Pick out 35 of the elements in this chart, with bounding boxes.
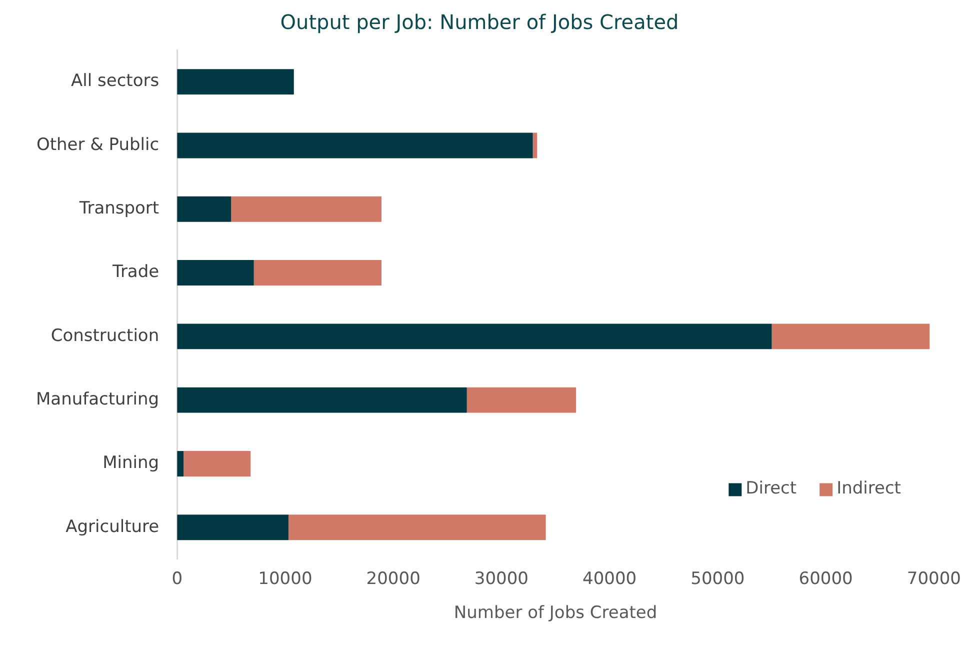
bar bbox=[177, 514, 288, 540]
y-tick-label: Mining bbox=[102, 453, 160, 474]
bar bbox=[177, 450, 184, 476]
x-tick-label: 30000 bbox=[474, 568, 529, 589]
bar bbox=[288, 514, 546, 540]
x-tick-label: 0 bbox=[172, 568, 183, 589]
legend-label: Indirect bbox=[836, 478, 902, 499]
x-tick-label: 10000 bbox=[258, 568, 312, 589]
bar bbox=[177, 69, 294, 95]
bar bbox=[466, 387, 576, 413]
y-tick-label: Manufacturing bbox=[36, 389, 160, 410]
x-axis-title: Number of Jobs Created bbox=[454, 603, 658, 624]
x-tick-label: 40000 bbox=[582, 568, 637, 589]
y-tick-label: Construction bbox=[50, 326, 160, 346]
bar bbox=[177, 196, 232, 222]
y-tick-label: All sectors bbox=[71, 71, 160, 92]
bar bbox=[772, 324, 930, 350]
y-tick-label: Agriculture bbox=[66, 516, 160, 537]
x-tick-label: 60000 bbox=[798, 568, 853, 589]
x-tick-label: 50000 bbox=[690, 568, 745, 589]
bar bbox=[177, 260, 254, 286]
bar bbox=[177, 324, 772, 350]
y-tick-label: Transport bbox=[78, 198, 160, 219]
y-tick-label: Trade bbox=[112, 262, 160, 282]
bar bbox=[254, 260, 382, 286]
chart-title: Output per Job: Number of Jobs Created bbox=[280, 10, 679, 34]
bar bbox=[532, 132, 538, 158]
bar bbox=[184, 450, 251, 476]
legend-label: Direct bbox=[746, 478, 797, 499]
bar bbox=[177, 132, 533, 158]
x-tick-label: 20000 bbox=[366, 568, 420, 589]
bar bbox=[177, 387, 467, 413]
x-tick-label: 70000 bbox=[906, 568, 962, 589]
y-tick-label: Other & Public bbox=[36, 134, 160, 155]
bar bbox=[231, 196, 382, 222]
